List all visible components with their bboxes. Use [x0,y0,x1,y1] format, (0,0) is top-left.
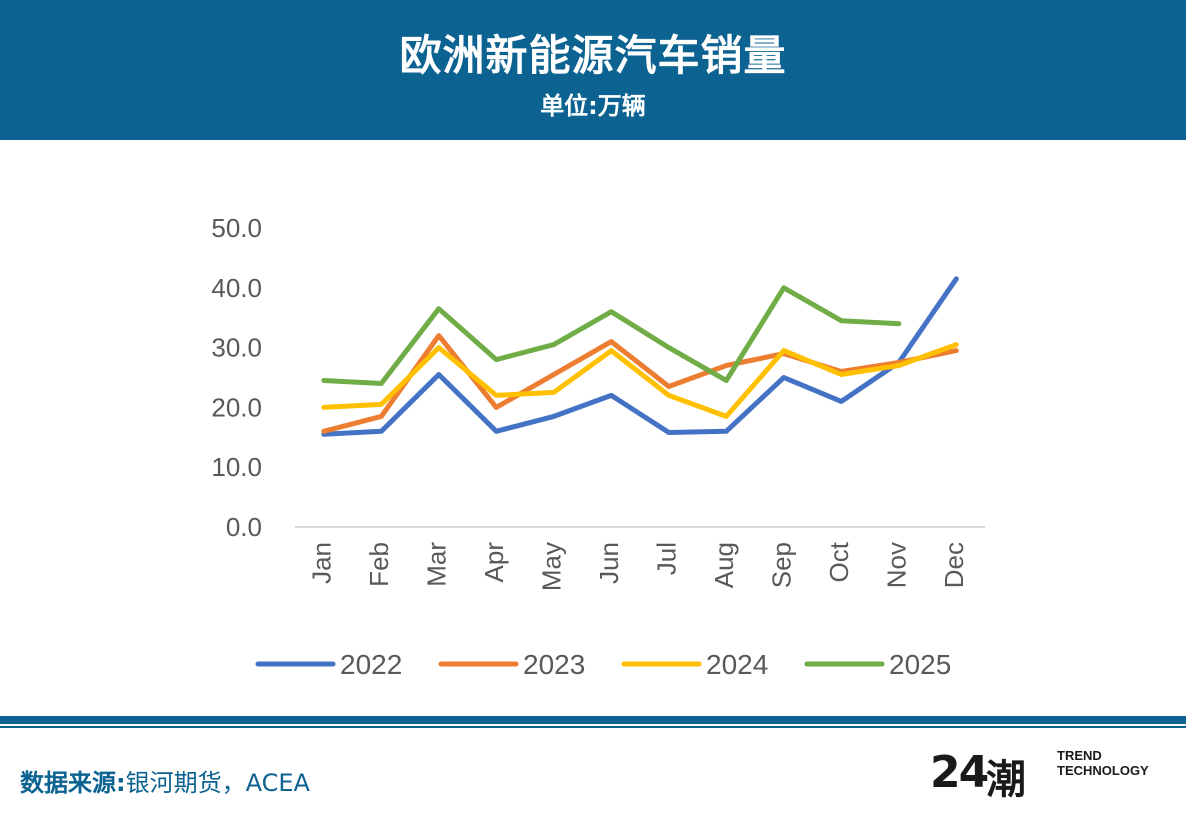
series-line-2022 [321,276,959,437]
footer-divider [0,716,1186,724]
line-chart: 0.010.020.030.040.050.0 Jan Feb Mar Apr May J… [211,213,985,680]
footer-divider-thin [0,726,1186,728]
unit-subtitle: 单位:万辆 [540,92,646,120]
x-tick-label: Jun [594,542,624,584]
header-banner: 欧洲新能源汽车销量 单位:万辆 [0,0,1186,140]
x-axis: Jan Feb Mar Apr May Jun Jul Aug Sep Oct Nov Dec [307,541,970,591]
page-title: 欧洲新能源汽车销量 [399,31,787,80]
x-tick-label: Apr [479,542,509,583]
y-tick-label: 10.0 [211,452,262,482]
logo-number: 24 [930,747,989,798]
legend-label: 2024 [706,649,768,680]
series-line-2025 [321,285,902,386]
y-axis: 0.0 10.0 20.0 30.0 40.0 50.0 [211,213,262,542]
legend-label: 2022 [340,649,402,680]
logo-text: TREND TECHNOLOGY [1057,748,1149,778]
x-tick-label: Aug [709,542,739,588]
brand-logo: 24 潮 TREND TECHNOLOGY [930,745,1160,803]
y-tick-label: 40.0 [211,273,262,303]
series-line-2023 [321,333,959,434]
x-tick-label: Jan [307,542,337,584]
x-tick-label: Jul [652,542,682,575]
logo-glyph: 潮 [986,757,1026,803]
legend-label: 2025 [889,649,951,680]
source-label: 数据来源: [20,769,126,797]
series-lines [321,276,959,437]
y-tick-label: 30.0 [211,333,262,363]
logo-line-1: TREND [1057,748,1102,763]
x-tick-label: Sep [767,542,797,588]
series-line-2024 [321,342,959,419]
y-tick-label: 0.0 [226,512,262,542]
source-text: 银河期货，ACEA [125,769,310,797]
x-tick-label: May [537,542,567,591]
y-tick-label: 20.0 [211,392,262,422]
legend-label: 2023 [523,649,585,680]
x-tick-label: Feb [364,542,394,587]
logo-line-2: TECHNOLOGY [1057,763,1149,778]
x-tick-label: Dec [939,542,969,588]
chart-legend: 2022 2023 2024 2025 [255,649,951,680]
x-tick-label: Nov [882,542,912,588]
x-tick-label: Oct [824,541,854,582]
y-tick-label: 50.0 [211,213,262,243]
data-source: 数据来源:银河期货，ACEA [20,763,310,798]
x-tick-label: Mar [422,542,452,587]
